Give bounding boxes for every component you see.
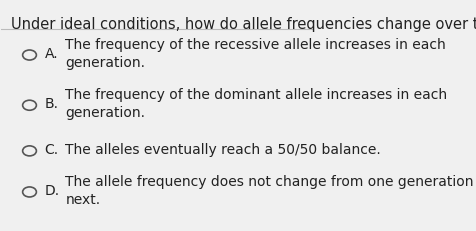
- Text: The frequency of the recessive allele increases in each
generation.: The frequency of the recessive allele in…: [66, 38, 446, 70]
- Text: D.: D.: [45, 184, 60, 198]
- Text: C.: C.: [45, 143, 59, 157]
- Text: A.: A.: [45, 47, 58, 61]
- Text: B.: B.: [45, 97, 59, 111]
- Text: Under ideal conditions, how do allele frequencies change over time?: Under ideal conditions, how do allele fr…: [11, 17, 476, 32]
- Text: The alleles eventually reach a 50/50 balance.: The alleles eventually reach a 50/50 bal…: [66, 143, 381, 157]
- Text: The frequency of the dominant allele increases in each
generation.: The frequency of the dominant allele inc…: [66, 88, 447, 120]
- Text: The allele frequency does not change from one generation to the
next.: The allele frequency does not change fro…: [66, 175, 476, 207]
